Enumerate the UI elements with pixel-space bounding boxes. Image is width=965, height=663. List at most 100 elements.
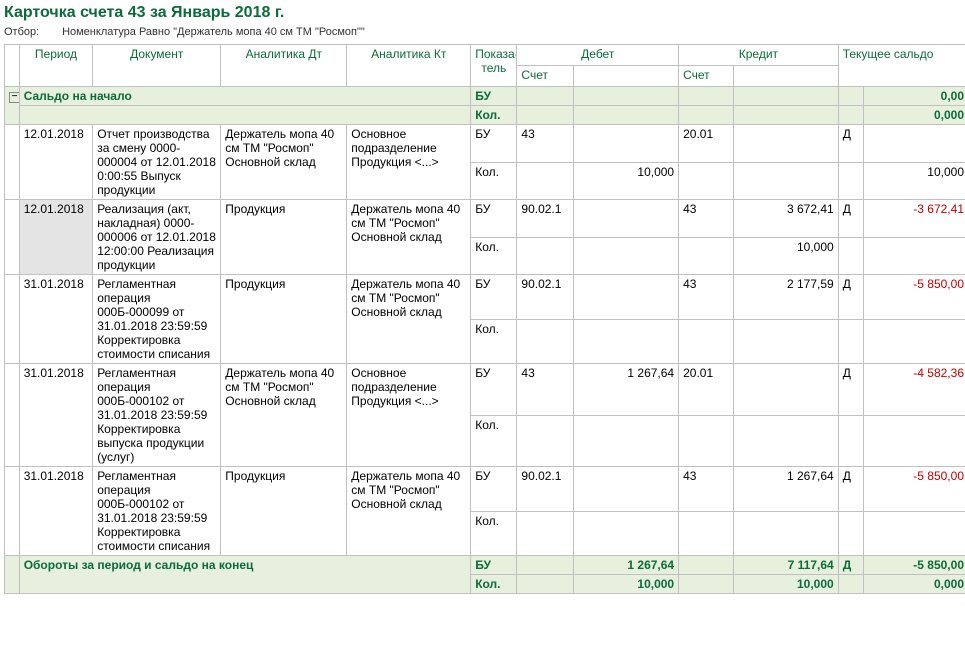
cell-dt-sum: 1 267,64 (574, 364, 679, 416)
cell-kt-qty (733, 162, 838, 200)
cell-period[interactable]: 12.01.2018 (19, 200, 93, 275)
cell-document[interactable]: Регламентная операция 000Б-000102 от 31.… (93, 364, 221, 467)
col-andt: Аналитика Дт (221, 45, 347, 87)
cell-ind-bu: БУ (471, 275, 517, 320)
report-filter: Отбор: Номенклатура Равно "Держатель моп… (4, 24, 965, 44)
cell-ind-bu: БУ (471, 364, 517, 416)
cell-kt-account: 20.01 (679, 125, 734, 163)
col-ankt: Аналитика Кт (347, 45, 471, 87)
cell-dt-sum (574, 125, 679, 163)
col-debit: Дебет (517, 45, 679, 66)
col-credit: Кредит (679, 45, 839, 66)
filter-text: Номенклатура Равно "Держатель мопа 40 см… (62, 26, 365, 38)
report-title: Карточка счета 43 за Январь 2018 г. (4, 4, 965, 22)
opening-ind-bu: БУ (471, 87, 517, 106)
cell-kt-sum: 2 177,59 (733, 275, 838, 320)
cell-ind-kol: Кол. (471, 162, 517, 200)
cell-document[interactable]: Регламентная операция 000Б-000099 от 31.… (93, 275, 221, 364)
totals-dt-qty: 10,000 (574, 575, 679, 594)
cell-analytics-kt: Основное подразделение Продукция <...> (347, 125, 471, 200)
cell-ind-kol: Кол. (471, 415, 517, 467)
cell-dt-qty: 10,000 (574, 162, 679, 200)
cell-analytics-kt: Основное подразделение Продукция <...> (347, 364, 471, 467)
cell-dt-account: 90.02.1 (517, 467, 574, 512)
cell-dt-account: 43 (517, 364, 574, 416)
col-period: Период (19, 45, 93, 87)
cell-balance-qty: 10,000 (863, 162, 965, 200)
report-table: Период Документ Аналитика Дт Аналитика К… (4, 44, 965, 594)
cell-dt-account: 90.02.1 (517, 275, 574, 320)
cell-balance-qty (863, 319, 965, 364)
cell-balance-side: Д (838, 125, 863, 163)
cell-balance-side: Д (838, 364, 863, 416)
col-indicator: Показа- тель (471, 45, 517, 87)
cell-kt-sum (733, 125, 838, 163)
cell-dt-account: 90.02.1 (517, 200, 574, 238)
totals-dt-sum: 1 267,64 (574, 556, 679, 575)
opening-amount: 0,00 (863, 87, 965, 106)
cell-kt-sum (733, 364, 838, 416)
cell-balance-amount: -3 672,41 (863, 200, 965, 238)
totals-ind-kol: Кол. (471, 575, 517, 594)
cell-analytics-dt: Держатель мопа 40 см ТМ "Росмоп" Основно… (221, 125, 347, 200)
cell-balance-qty (863, 415, 965, 467)
cell-kt-account: 20.01 (679, 364, 734, 416)
cell-dt-sum (574, 200, 679, 238)
cell-kt-account: 43 (679, 467, 734, 512)
cell-kt-sum: 1 267,64 (733, 467, 838, 512)
cell-kt-qty (733, 319, 838, 364)
cell-balance-amount: -5 850,00 (863, 467, 965, 512)
totals-balance-amount: -5 850,00 (863, 556, 965, 575)
col-kt-account: Счет (679, 66, 734, 87)
cell-document[interactable]: Отчет производства за смену 0000-000004 … (93, 125, 221, 200)
expand-toggle[interactable]: − (5, 87, 20, 125)
cell-kt-qty: 10,000 (733, 237, 838, 275)
cell-dt-qty (574, 237, 679, 275)
cell-balance-amount: -5 850,00 (863, 275, 965, 320)
expand-header (5, 45, 20, 87)
cell-ind-bu: БУ (471, 467, 517, 512)
cell-balance-amount (863, 125, 965, 163)
cell-period[interactable]: 31.01.2018 (19, 467, 93, 556)
totals-label: Обороты за период и сальдо на конец (19, 556, 471, 594)
totals-balance-side: Д (838, 556, 863, 575)
cell-analytics-kt: Держатель мопа 40 см ТМ "Росмоп" Основно… (347, 467, 471, 556)
col-balance: Текущее сальдо (838, 45, 965, 87)
cell-balance-side: Д (838, 275, 863, 320)
totals-ind-bu: БУ (471, 556, 517, 575)
cell-balance-qty (863, 237, 965, 275)
cell-ind-kol: Кол. (471, 511, 517, 556)
cell-document[interactable]: Регламентная операция 000Б-000102 от 31.… (93, 467, 221, 556)
cell-dt-account: 43 (517, 125, 574, 163)
cell-analytics-dt: Держатель мопа 40 см ТМ "Росмоп" Основно… (221, 364, 347, 467)
cell-kt-qty (733, 511, 838, 556)
totals-kt-sum: 7 117,64 (733, 556, 838, 575)
cell-period[interactable]: 31.01.2018 (19, 275, 93, 364)
totals-balance-qty: 0,000 (863, 575, 965, 594)
cell-ind-kol: Кол. (471, 319, 517, 364)
col-dt-account: Счет (517, 66, 574, 87)
cell-ind-bu: БУ (471, 200, 517, 238)
opening-qty: 0,000 (863, 106, 965, 125)
opening-ind-kol: Кол. (471, 106, 517, 125)
col-kt-sum (733, 66, 838, 87)
cell-period[interactable]: 31.01.2018 (19, 364, 93, 467)
cell-analytics-dt: Продукция (221, 467, 347, 556)
cell-kt-qty (733, 415, 838, 467)
cell-ind-kol: Кол. (471, 237, 517, 275)
cell-dt-sum (574, 467, 679, 512)
cell-analytics-kt: Держатель мопа 40 см ТМ "Росмоп" Основно… (347, 275, 471, 364)
opening-label: Сальдо на начало (19, 87, 471, 106)
cell-period[interactable]: 12.01.2018 (19, 125, 93, 200)
cell-dt-qty (574, 319, 679, 364)
cell-balance-side: Д (838, 200, 863, 238)
totals-kt-qty: 10,000 (733, 575, 838, 594)
cell-dt-qty (574, 511, 679, 556)
cell-dt-sum (574, 275, 679, 320)
cell-balance-amount: -4 582,36 (863, 364, 965, 416)
col-doc: Документ (93, 45, 221, 87)
cell-ind-bu: БУ (471, 125, 517, 163)
cell-dt-qty (574, 415, 679, 467)
filter-label: Отбор: (4, 26, 59, 38)
cell-document[interactable]: Реализация (акт, накладная) 0000-000006 … (93, 200, 221, 275)
